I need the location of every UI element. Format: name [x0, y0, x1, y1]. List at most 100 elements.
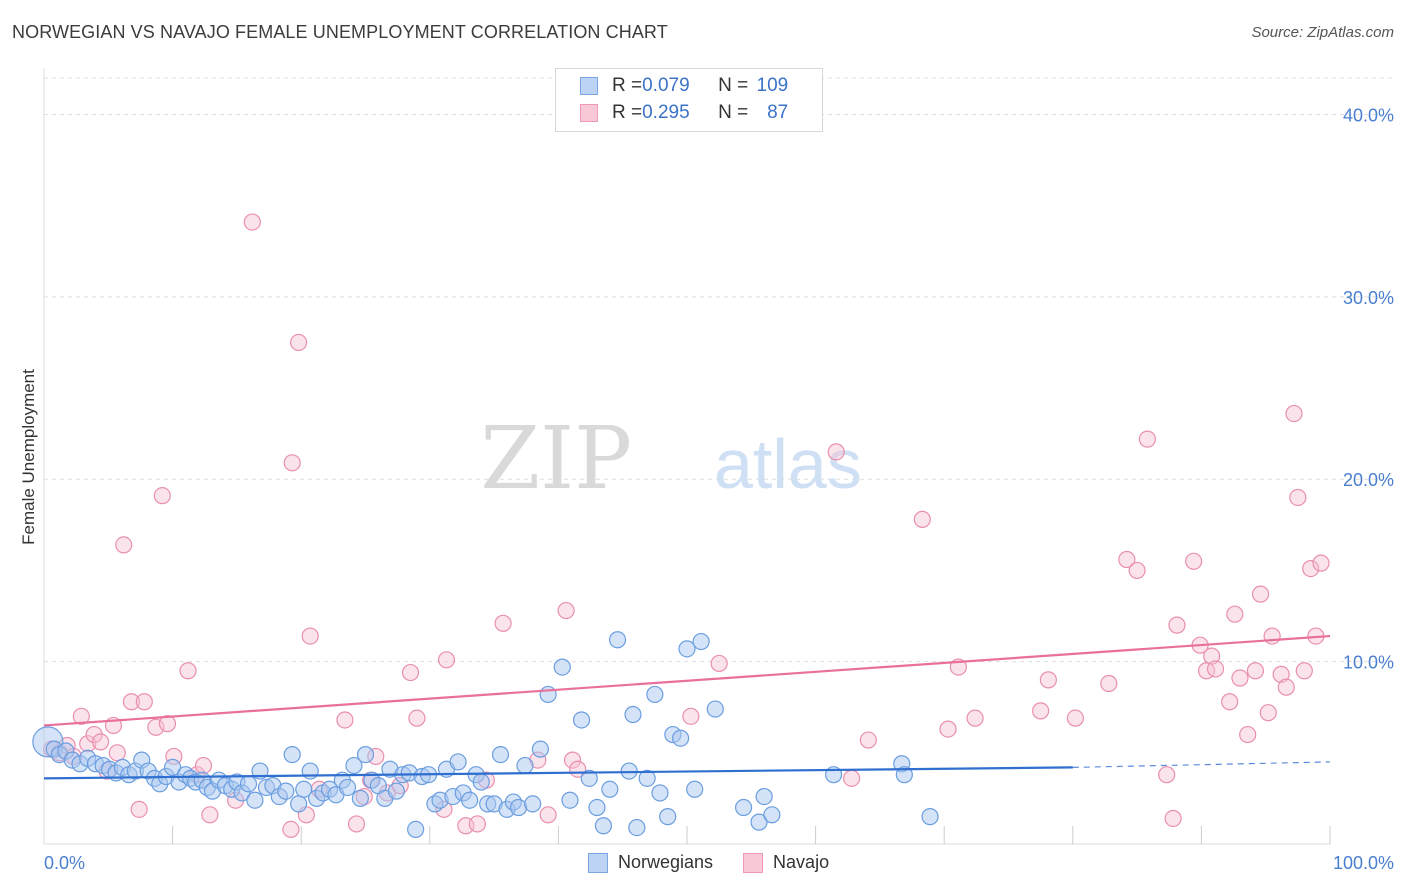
navajo-point [336, 711, 354, 729]
navajo-point [682, 707, 700, 725]
axes [43, 68, 1330, 845]
norwegians-point [755, 787, 773, 806]
navajo-point [135, 693, 153, 711]
x-tick-label-max: 100.0% [1333, 853, 1394, 873]
norwegians-point [601, 780, 619, 798]
norwegians-point [671, 729, 690, 747]
legend-r-value: 0.295 [642, 102, 690, 123]
legend-label-navajo: Navajo [773, 852, 830, 872]
navajo-point [1066, 709, 1084, 727]
legend-label-norwegians: Norwegians [618, 852, 714, 872]
navajo-point [1302, 560, 1320, 578]
norwegians-point [921, 808, 939, 826]
legend-swatch-navajo [580, 104, 598, 122]
norwegians-point [588, 798, 606, 817]
navajo-point [1312, 554, 1330, 572]
navajo-point [290, 333, 308, 352]
norwegians-point [692, 632, 710, 651]
navajo-point [939, 720, 957, 738]
norwegians-point [608, 631, 627, 649]
navajo-point [1263, 627, 1281, 645]
norwegians-point [750, 813, 768, 831]
navajo-point [1239, 725, 1257, 744]
norwegians-point [356, 746, 375, 764]
navajo-point [1231, 669, 1249, 687]
navajo-point [1185, 552, 1203, 570]
norwegians-point [472, 773, 490, 791]
navajo-point [966, 709, 984, 727]
legend-item-navajo[interactable]: Navajo [743, 852, 829, 873]
norwegians-point [763, 806, 781, 824]
norwegians-points [32, 631, 939, 839]
navajo-point [1128, 561, 1146, 580]
y-axis-label: Female Unemployment [19, 369, 38, 545]
navajo-point [859, 731, 877, 749]
watermark: ZIP atlas [480, 409, 861, 509]
norwegians-point [580, 769, 598, 787]
navajo-point [437, 651, 456, 669]
norwegians-point [491, 746, 510, 764]
norwegians-point [531, 740, 549, 758]
norwegians-point [895, 766, 913, 784]
navajo-point [1168, 616, 1186, 634]
y-tick-label: 40.0% [1343, 105, 1394, 125]
y-tick-label: 20.0% [1343, 470, 1394, 490]
norwegians-point [651, 784, 669, 802]
navajo-point [557, 601, 575, 620]
watermark-zip: ZIP [480, 409, 632, 509]
norwegians-point [594, 817, 613, 835]
navajo-point [539, 806, 557, 824]
legend-r-label: R = [612, 102, 643, 123]
grid [44, 77, 1394, 663]
norwegians-point [734, 798, 753, 817]
navajo-point [283, 454, 301, 472]
navajo-point [1158, 766, 1176, 784]
navajo-point [1226, 605, 1244, 623]
navajo-point [1138, 430, 1156, 448]
navajo-point [1251, 585, 1270, 603]
legend-n-label: N = [718, 102, 749, 123]
norwegians-point [659, 808, 677, 826]
navajo-point [130, 800, 148, 818]
y-tick-label: 10.0% [1343, 653, 1394, 673]
navajo-point [827, 443, 845, 461]
norwegians-point [461, 791, 479, 809]
norwegians-point [646, 685, 664, 704]
source-label: Source: ZipAtlas.com [1251, 24, 1394, 41]
navajo-point [710, 654, 728, 673]
navajo-point [108, 744, 126, 762]
navajo-point [494, 614, 512, 632]
norwegians-point [572, 711, 591, 729]
navajo-point [468, 815, 486, 833]
norwegians-point [706, 700, 724, 718]
navajo-point [913, 510, 931, 528]
legend-item-norwegians[interactable]: Norwegians [588, 852, 713, 873]
norwegians-point [246, 791, 264, 809]
navajo-point [1203, 647, 1221, 665]
x-ticks [172, 826, 1331, 844]
legend-row-navajo: R = 0.295 N = 87 [580, 101, 788, 125]
norwegians-point [239, 775, 258, 793]
norwegians-point [638, 769, 656, 787]
navajo-point [347, 815, 366, 833]
norwegians-point [338, 778, 357, 797]
navajo-point [1259, 704, 1277, 722]
x-tick-label-min: 0.0% [44, 853, 85, 873]
navajo-point [1039, 671, 1057, 689]
legend-n-value: 109 [756, 75, 789, 96]
norwegians-point [539, 685, 557, 704]
navajo-point [401, 663, 420, 682]
navajo-point [1164, 809, 1182, 828]
stats-legend: R = 0.079 N = 109 R = 0.295 N = 87 [555, 68, 823, 132]
norwegians-point [277, 782, 295, 800]
navajo-point [201, 806, 219, 824]
legend-swatch-norwegians [580, 77, 598, 95]
navajo-point [563, 751, 582, 769]
norwegians-point [624, 705, 642, 724]
legend-r-label: R = [612, 75, 643, 96]
norwegians-point [290, 795, 308, 813]
norwegians-point [449, 753, 467, 771]
norwegians-point [686, 780, 704, 798]
navajo-point [72, 707, 90, 725]
